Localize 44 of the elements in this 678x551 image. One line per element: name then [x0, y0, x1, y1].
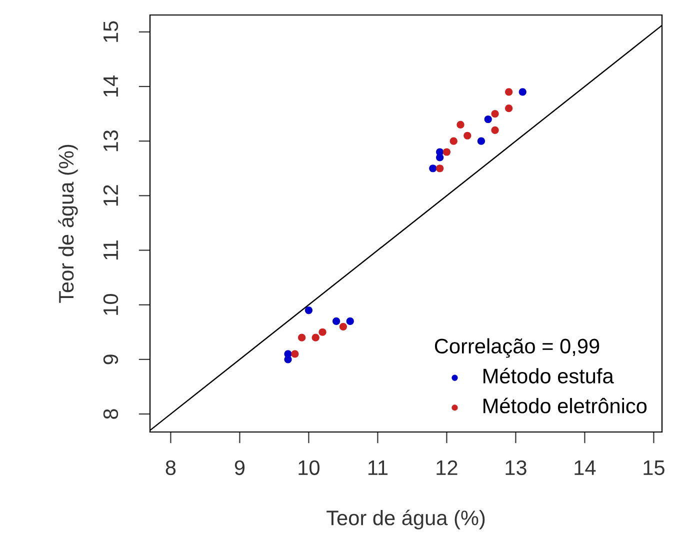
point [491, 110, 499, 118]
point [284, 356, 292, 364]
y-tick-label: 14 [104, 76, 118, 96]
point [505, 104, 513, 112]
y-tick-label: 13 [103, 130, 118, 152]
point [464, 132, 472, 140]
x-tick-label: 12 [436, 460, 458, 475]
x-tick-label: 15 [644, 460, 664, 476]
point [505, 88, 513, 96]
point [491, 126, 499, 134]
point [518, 88, 526, 96]
point [450, 137, 458, 145]
point [332, 317, 340, 326]
y-tick-label: 11 [104, 240, 118, 260]
point [429, 164, 437, 172]
point [477, 137, 486, 145]
x-tick-label: 14 [574, 460, 596, 475]
x-tick-label: 13 [506, 460, 526, 476]
point [318, 328, 326, 336]
x-axis-title: Teor de água (%) [326, 510, 485, 530]
y-tick-label: 8 [103, 409, 118, 419]
legend-label: Método eletrônico [484, 398, 647, 414]
x-tick-label: 11 [368, 460, 388, 475]
y-tick-label: 15 [104, 21, 118, 42]
point [436, 164, 444, 172]
point [339, 322, 348, 330]
y-tick-label: 9 [103, 354, 118, 364]
point [484, 115, 492, 124]
point [442, 148, 451, 156]
point [346, 317, 354, 326]
point [312, 334, 320, 342]
y-tick-label: 12 [103, 185, 118, 206]
y-axis-title: Teor de água (%) [58, 144, 78, 303]
point [456, 120, 464, 129]
x-tick-label: 9 [234, 460, 245, 476]
point [291, 350, 299, 358]
x-tick-label: 10 [298, 460, 320, 476]
y-tick-label: 10 [103, 294, 118, 315]
point [298, 334, 306, 342]
legend-label: Método estufa [484, 368, 614, 384]
point [436, 154, 444, 162]
point [304, 306, 313, 314]
legend-title: Correlação = 0,99 [434, 338, 600, 358]
x-tick-label: 8 [166, 460, 176, 476]
